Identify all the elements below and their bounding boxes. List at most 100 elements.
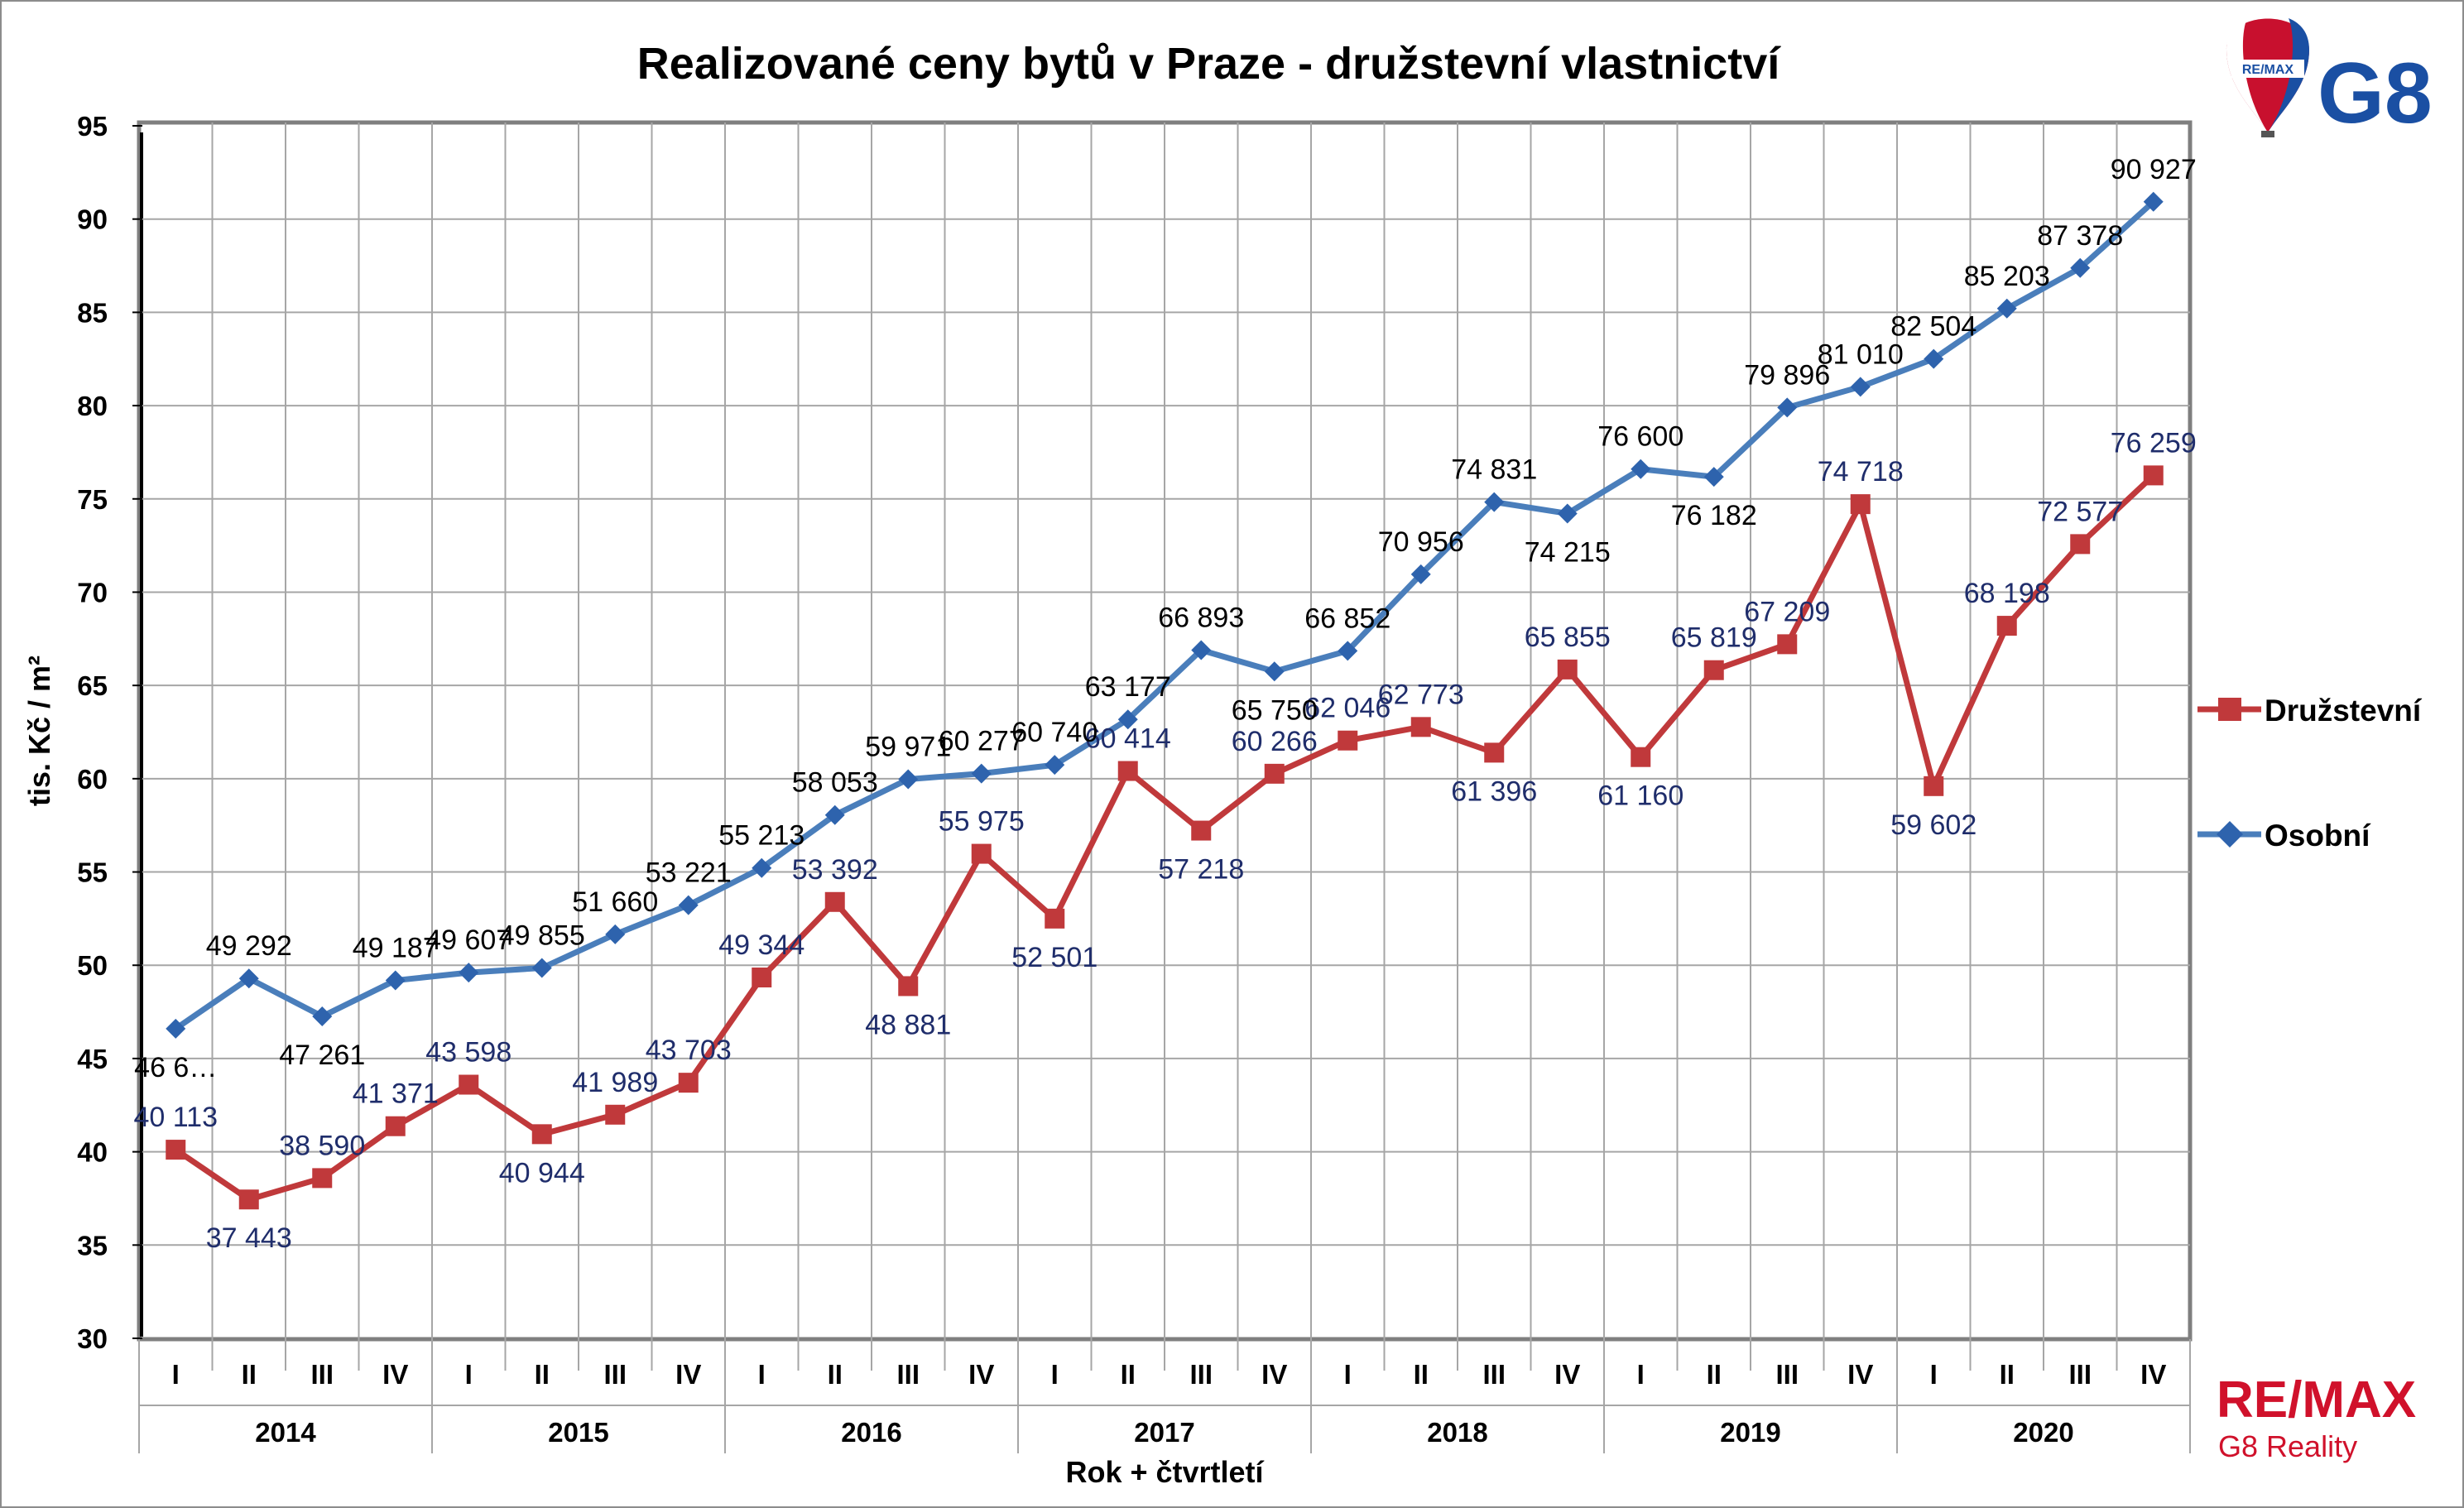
point-marker-osobni xyxy=(824,804,845,825)
x-tick-label-quarter: II xyxy=(242,1359,257,1390)
data-label-druzstevni: 68 198 xyxy=(1964,578,2050,609)
point-marker-druzstevni xyxy=(385,1116,406,1136)
remax-footer-logo: RE/MAX G8 Reality xyxy=(2217,1371,2416,1463)
x-tick-label-quarter: II xyxy=(1414,1359,1429,1390)
y-tick-label: 70 xyxy=(77,577,108,608)
data-label-druzstevni: 76 259 xyxy=(2111,427,2197,459)
y-tick-label: 80 xyxy=(77,391,108,421)
point-marker-osobni xyxy=(1410,564,1431,584)
data-label-osobni: 74 831 xyxy=(1451,454,1537,486)
x-tick-label-quarter: IV xyxy=(1261,1359,1287,1390)
point-marker-osobni xyxy=(678,895,699,915)
point-marker-osobni xyxy=(1777,397,1798,418)
series-lines xyxy=(166,191,2164,1210)
y-tick-label: 40 xyxy=(77,1137,108,1168)
data-label-druzstevni: 60 266 xyxy=(1232,726,1318,757)
data-label-druzstevni: 65 819 xyxy=(1671,622,1757,654)
point-marker-druzstevni xyxy=(898,976,919,997)
legend-label-druzstevni: Družstevní xyxy=(2265,694,2423,728)
x-tick-label-quarter: I xyxy=(1051,1359,1059,1390)
point-marker-osobni xyxy=(166,1018,186,1039)
data-label-druzstevni: 57 218 xyxy=(1158,854,1244,886)
data-label-osobni: 65 750 xyxy=(1232,694,1318,726)
data-label-osobni: 66 893 xyxy=(1158,602,1244,633)
point-marker-osobni xyxy=(898,769,919,790)
y-tick-label: 50 xyxy=(77,950,108,981)
point-marker-osobni xyxy=(531,958,552,978)
legend-item-osobni: Osobní xyxy=(2197,819,2371,852)
point-marker-osobni xyxy=(1191,640,1212,660)
legend-marker-diamond xyxy=(2217,821,2243,848)
y-tick-label: 55 xyxy=(77,857,108,888)
data-label-druzstevni: 59 602 xyxy=(1890,809,1976,841)
x-tick-label-quarter: I xyxy=(465,1359,473,1390)
logo-brand-small: RE/MAX xyxy=(2242,63,2294,77)
legend-marker-square xyxy=(2218,698,2241,721)
point-marker-druzstevni xyxy=(1045,908,1065,929)
data-label-osobni: 63 177 xyxy=(1085,671,1171,703)
point-marker-osobni xyxy=(605,924,626,944)
data-label-osobni: 47 261 xyxy=(279,1040,365,1071)
data-label-osobni: 76 182 xyxy=(1671,500,1757,531)
x-tick-label-quarter: I xyxy=(1344,1359,1352,1390)
data-label-druzstevni: 43 703 xyxy=(646,1035,732,1066)
data-label-osobni: 76 600 xyxy=(1597,421,1683,453)
x-tick-label-quarter: III xyxy=(1775,1359,1799,1390)
point-marker-osobni xyxy=(1557,503,1578,524)
point-marker-osobni xyxy=(1117,709,1138,730)
data-label-druzstevni: 74 718 xyxy=(1818,456,1904,487)
data-label-osobni: 60 277 xyxy=(939,726,1025,757)
data-label-osobni: 81 010 xyxy=(1818,339,1904,370)
point-marker-druzstevni xyxy=(312,1168,333,1189)
series-line-druzstevni xyxy=(174,473,2156,1203)
point-marker-druzstevni xyxy=(1850,494,1871,515)
point-marker-osobni xyxy=(2143,191,2164,212)
y-tick-label: 85 xyxy=(77,297,108,328)
x-tick-label-quarter: II xyxy=(828,1359,843,1390)
grid-lines xyxy=(139,122,2190,1339)
point-marker-druzstevni xyxy=(1703,660,1724,680)
legend: Družstevní Osobní xyxy=(2197,694,2423,852)
point-marker-druzstevni xyxy=(459,1074,479,1095)
point-marker-druzstevni xyxy=(605,1104,626,1125)
data-label-druzstevni: 41 989 xyxy=(572,1067,658,1098)
point-marker-druzstevni xyxy=(1264,763,1285,784)
data-label-osobni: 66 852 xyxy=(1304,603,1391,634)
g8-logo: RE/MAX G8 xyxy=(2226,18,2433,142)
x-tick-label-quarter: II xyxy=(1707,1359,1722,1390)
data-label-druzstevni: 53 392 xyxy=(792,854,878,886)
data-label-druzstevni: 49 344 xyxy=(718,929,805,961)
y-tick-label: 35 xyxy=(77,1230,108,1261)
remax-subtitle: G8 Reality xyxy=(2218,1429,2357,1463)
point-marker-druzstevni xyxy=(166,1140,186,1160)
point-marker-osobni xyxy=(971,763,992,784)
y-tick-label: 30 xyxy=(77,1323,108,1354)
data-label-druzstevni: 48 881 xyxy=(865,1009,951,1040)
data-label-osobni: 82 504 xyxy=(1890,311,1976,343)
data-label-druzstevni: 60 414 xyxy=(1085,723,1171,755)
data-label-osobni: 53 221 xyxy=(646,857,732,889)
point-marker-osobni xyxy=(1850,377,1871,397)
point-marker-osobni xyxy=(1264,661,1285,682)
x-tick-label-quarter: III xyxy=(310,1359,334,1390)
point-marker-osobni xyxy=(238,968,259,989)
y-tick-label: 95 xyxy=(77,111,108,142)
point-marker-druzstevni xyxy=(1631,747,1651,767)
point-marker-osobni xyxy=(1703,467,1724,487)
data-label-osobni: 55 213 xyxy=(718,820,805,852)
data-label-osobni: 59 971 xyxy=(865,731,951,762)
balloon-icon xyxy=(2226,18,2309,137)
x-tick-label-year: 2016 xyxy=(841,1417,901,1448)
y-tick-label: 65 xyxy=(77,670,108,701)
x-tick-label-year: 2014 xyxy=(255,1417,316,1448)
x-tick-label-quarter: IV xyxy=(675,1359,701,1390)
data-label-druzstevni: 67 209 xyxy=(1744,596,1830,627)
point-marker-druzstevni xyxy=(531,1124,552,1145)
x-tick-label-year: 2019 xyxy=(1720,1417,1780,1448)
x-tick-label-quarter: III xyxy=(1189,1359,1213,1390)
point-marker-osobni xyxy=(1631,459,1651,479)
data-label-druzstevni: 40 944 xyxy=(499,1157,585,1189)
y-tick-label: 75 xyxy=(77,484,108,515)
data-labels: 40 113 37 443 38 590 41 371 43 598 40 944 41 9… xyxy=(134,154,2197,1254)
x-tick-label-year: 2020 xyxy=(2013,1417,2073,1448)
